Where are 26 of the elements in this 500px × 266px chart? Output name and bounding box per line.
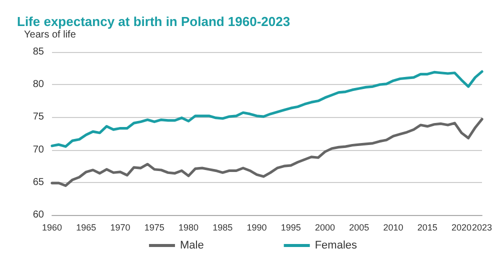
x-tick-label: 1965 (76, 222, 96, 232)
chart-title: Life expectancy at birth in Poland 1960-2023 (17, 14, 290, 29)
x-tick-label: 1985 (212, 222, 233, 232)
line-series (50, 118, 484, 187)
x-tick-label: 1970 (110, 222, 130, 232)
y-tick-label: 80 (32, 79, 44, 90)
x-tick-label: 2010 (383, 222, 404, 232)
legend-label: Females (314, 240, 358, 252)
x-tick-label: 1975 (144, 222, 164, 232)
y-axis-title: Years of life (24, 30, 76, 40)
y-tick-label: 75 (32, 112, 44, 123)
y-tick-label: 65 (32, 176, 44, 188)
legend-label: Male (180, 240, 204, 252)
x-tick-label: 1995 (280, 222, 301, 232)
x-tick-label: 2020 (452, 222, 472, 232)
y-tick-label: 85 (32, 46, 44, 58)
line-series (50, 70, 484, 148)
x-tick-label: 2005 (349, 222, 370, 232)
x-tick-label: 2015 (417, 222, 438, 232)
x-tick-label: 1960 (42, 222, 62, 232)
y-tick-label: 70 (32, 144, 44, 156)
x-tick-label: 2000 (315, 222, 336, 232)
x-tick-label: 1990 (246, 222, 267, 232)
y-tick-label: 60 (32, 210, 44, 220)
x-tick-label: 2023 (472, 222, 492, 232)
x-tick-label: 1980 (178, 222, 199, 232)
